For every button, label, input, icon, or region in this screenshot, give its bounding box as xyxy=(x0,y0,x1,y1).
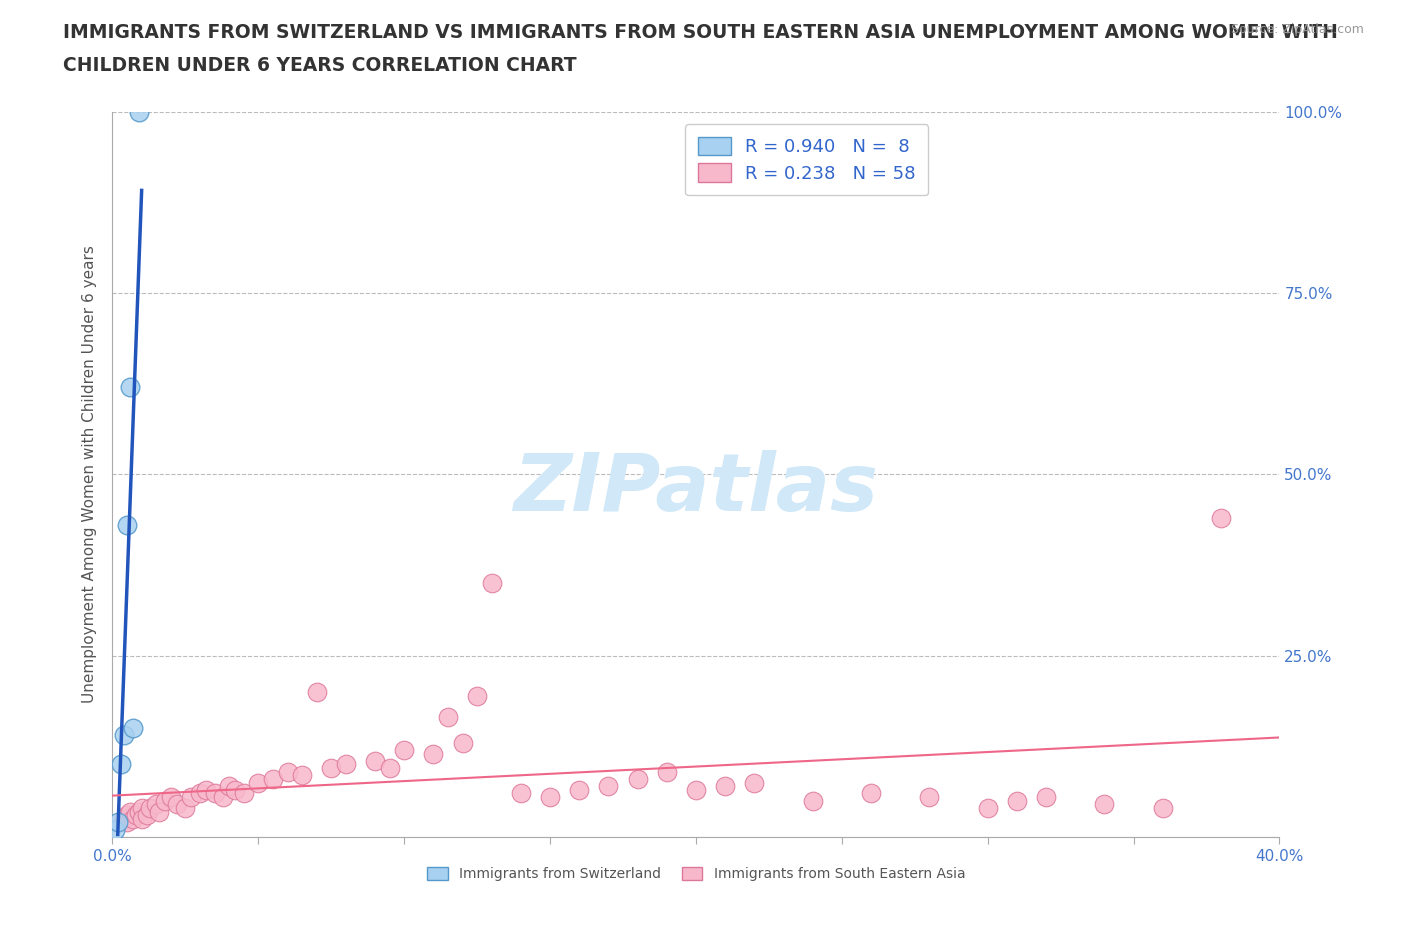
Point xyxy=(247,776,270,790)
Point xyxy=(204,786,226,801)
Point xyxy=(509,786,531,801)
Point xyxy=(122,721,145,736)
Point xyxy=(174,801,197,816)
Point xyxy=(394,742,416,757)
Point xyxy=(976,801,998,816)
Point xyxy=(112,811,135,827)
Point xyxy=(422,746,444,761)
Point xyxy=(188,786,211,801)
Point xyxy=(655,764,678,779)
Point xyxy=(118,804,141,819)
Point xyxy=(118,379,141,394)
Point xyxy=(180,790,202,804)
Point xyxy=(465,688,488,703)
Legend: Immigrants from Switzerland, Immigrants from South Eastern Asia: Immigrants from Switzerland, Immigrants … xyxy=(420,860,972,888)
Point xyxy=(801,793,824,808)
Point xyxy=(481,576,503,591)
Point xyxy=(451,736,474,751)
Point xyxy=(1035,790,1057,804)
Point xyxy=(276,764,298,779)
Point xyxy=(224,782,246,797)
Text: Source: ZipAtlas.com: Source: ZipAtlas.com xyxy=(1230,23,1364,36)
Point xyxy=(568,782,591,797)
Point xyxy=(115,518,138,533)
Point xyxy=(122,811,145,827)
Point xyxy=(335,757,357,772)
Point xyxy=(139,801,162,816)
Point xyxy=(136,808,159,823)
Point xyxy=(128,104,150,119)
Point xyxy=(115,815,138,830)
Point xyxy=(148,804,170,819)
Point xyxy=(194,782,217,797)
Point xyxy=(685,782,707,797)
Point xyxy=(714,778,737,793)
Point xyxy=(742,776,765,790)
Point xyxy=(378,761,401,776)
Point xyxy=(166,797,188,812)
Point xyxy=(104,822,127,837)
Y-axis label: Unemployment Among Women with Children Under 6 years: Unemployment Among Women with Children U… xyxy=(82,246,97,703)
Point xyxy=(107,815,129,830)
Point xyxy=(321,761,343,776)
Point xyxy=(112,728,135,743)
Point xyxy=(128,804,150,819)
Point xyxy=(364,753,387,768)
Point xyxy=(437,710,460,724)
Text: IMMIGRANTS FROM SWITZERLAND VS IMMIGRANTS FROM SOUTH EASTERN ASIA UNEMPLOYMENT A: IMMIGRANTS FROM SWITZERLAND VS IMMIGRANT… xyxy=(63,23,1339,42)
Point xyxy=(598,778,620,793)
Point xyxy=(131,801,153,816)
Point xyxy=(232,786,254,801)
Point xyxy=(145,797,167,812)
Point xyxy=(305,684,328,699)
Point xyxy=(110,757,132,772)
Point xyxy=(153,793,176,808)
Point xyxy=(160,790,183,804)
Point xyxy=(262,772,284,787)
Point xyxy=(1005,793,1028,808)
Point xyxy=(212,790,235,804)
Text: ZIPatlas: ZIPatlas xyxy=(513,450,879,528)
Point xyxy=(291,768,314,783)
Point xyxy=(1209,511,1232,525)
Point xyxy=(131,811,153,827)
Point xyxy=(918,790,941,804)
Point xyxy=(218,778,240,793)
Point xyxy=(627,772,650,787)
Point xyxy=(125,808,148,823)
Point xyxy=(860,786,883,801)
Point xyxy=(1094,797,1116,812)
Text: CHILDREN UNDER 6 YEARS CORRELATION CHART: CHILDREN UNDER 6 YEARS CORRELATION CHART xyxy=(63,56,576,74)
Point xyxy=(115,808,138,823)
Point xyxy=(538,790,561,804)
Point xyxy=(1152,801,1174,816)
